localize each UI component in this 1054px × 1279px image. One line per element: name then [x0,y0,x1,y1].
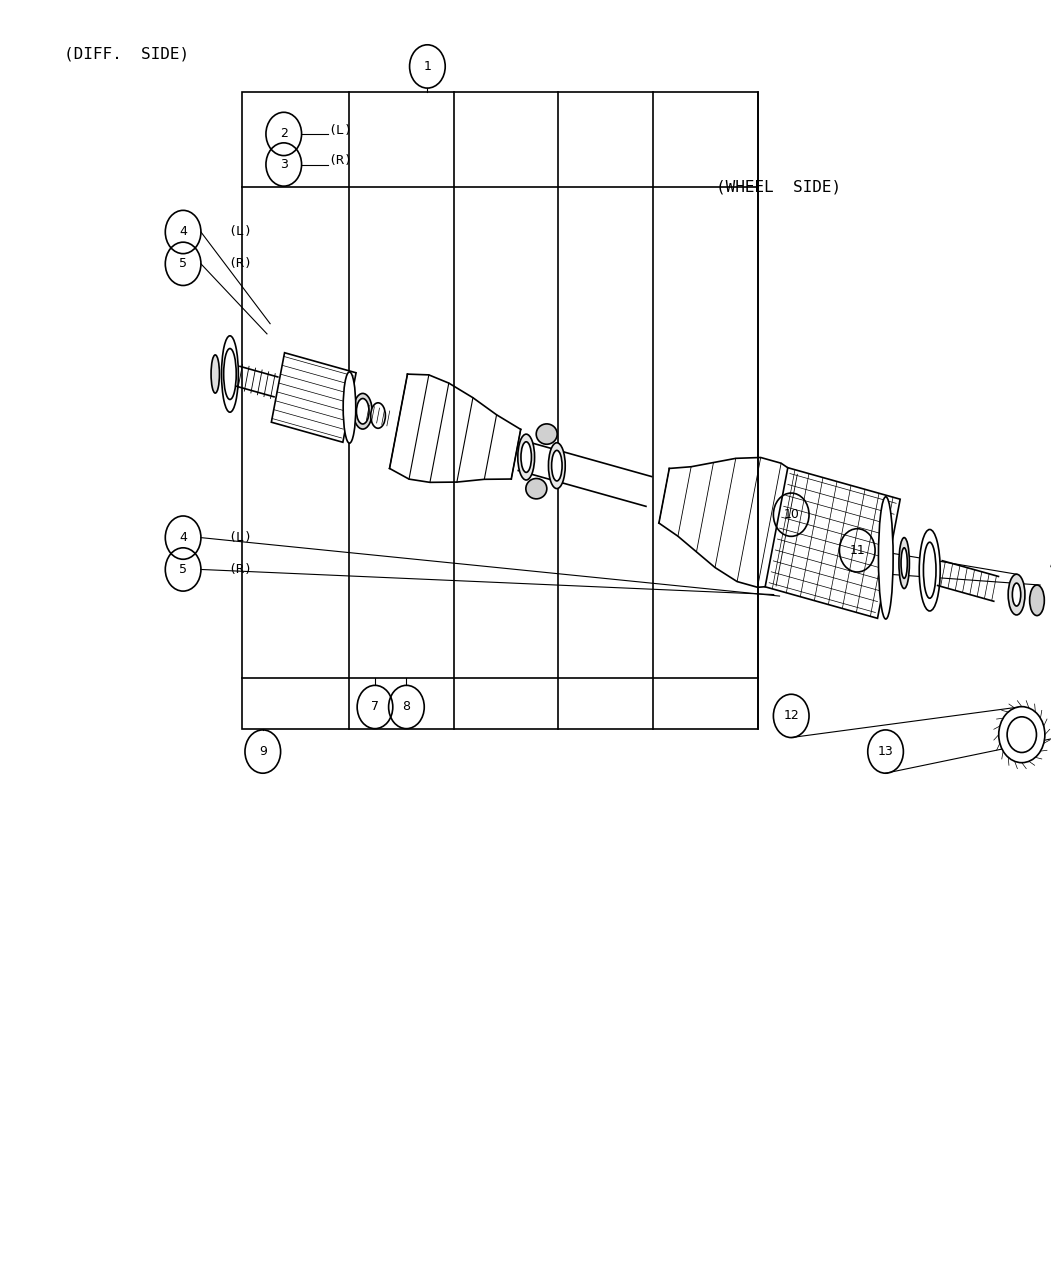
Ellipse shape [526,478,547,499]
Text: (WHEEL  SIDE): (WHEEL SIDE) [716,180,841,194]
Text: 4: 4 [179,531,187,544]
Text: 3: 3 [279,159,288,171]
Text: (R): (R) [229,257,252,270]
Ellipse shape [353,394,372,428]
Text: 8: 8 [403,701,410,714]
Text: 11: 11 [850,544,865,556]
Polygon shape [765,468,900,618]
Ellipse shape [548,443,565,489]
Ellipse shape [878,496,893,619]
Ellipse shape [1030,585,1045,615]
Ellipse shape [344,372,356,444]
Ellipse shape [371,403,386,428]
Ellipse shape [899,537,910,588]
Ellipse shape [551,450,562,481]
Text: 10: 10 [783,508,799,522]
Text: 7: 7 [371,701,379,714]
Text: 13: 13 [878,746,894,758]
Text: (L): (L) [229,531,252,544]
Ellipse shape [923,542,936,599]
Ellipse shape [518,434,534,480]
Ellipse shape [211,354,219,393]
Ellipse shape [901,547,907,578]
Ellipse shape [999,706,1045,762]
Text: (R): (R) [229,563,252,576]
Text: 5: 5 [179,563,188,576]
Text: 4: 4 [179,225,187,238]
Ellipse shape [221,336,238,412]
Text: 9: 9 [259,746,267,758]
Ellipse shape [223,349,236,399]
Text: (L): (L) [328,124,352,137]
Ellipse shape [1009,574,1024,615]
Text: (DIFF.  SIDE): (DIFF. SIDE) [63,46,189,61]
Ellipse shape [356,399,369,423]
Text: 1: 1 [424,60,431,73]
Ellipse shape [521,441,531,472]
Ellipse shape [1012,583,1020,606]
Polygon shape [271,353,356,443]
Text: 12: 12 [783,710,799,723]
Ellipse shape [919,530,940,611]
Text: (L): (L) [229,225,252,238]
Bar [241,92,758,729]
Text: 5: 5 [179,257,188,270]
Text: 2: 2 [279,128,288,141]
Text: (R): (R) [328,155,352,168]
Ellipse shape [1008,716,1036,752]
Ellipse shape [536,423,558,444]
